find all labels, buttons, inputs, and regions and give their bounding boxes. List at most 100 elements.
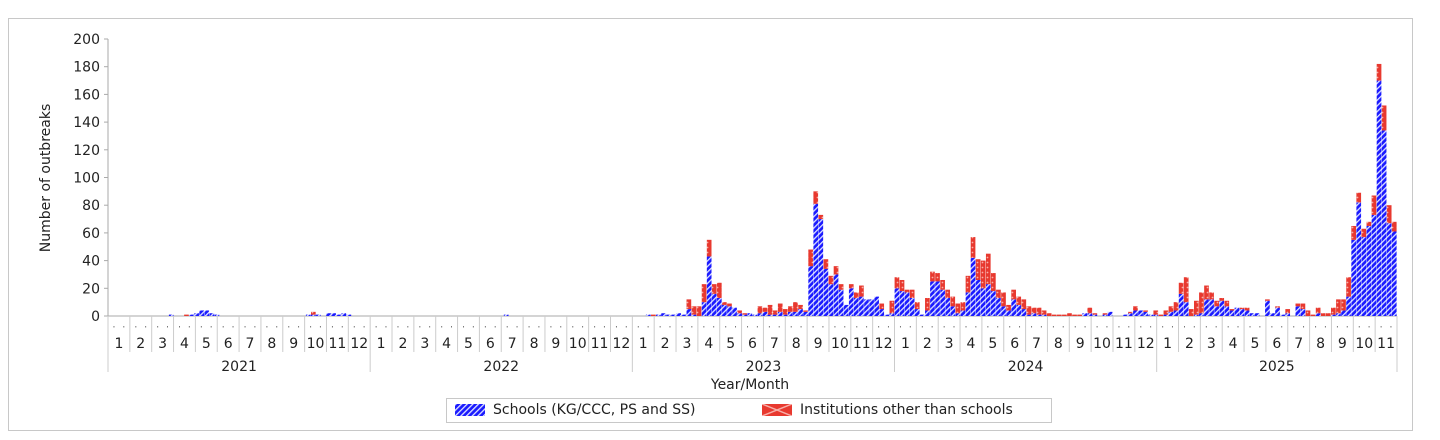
week-tick: [1227, 326, 1229, 328]
bar-others: [853, 292, 859, 298]
y-tick-label: 100: [73, 171, 100, 187]
bar-schools: [1148, 314, 1154, 316]
y-axis-title: Number of outbreaks: [38, 104, 54, 253]
bar-schools: [930, 281, 935, 316]
week-tick: [1271, 326, 1273, 328]
month-label: 6: [1010, 336, 1019, 352]
bar-others: [691, 306, 697, 315]
month-label: 12: [875, 336, 893, 352]
month-label: 9: [1338, 336, 1347, 352]
week-tick: [921, 326, 923, 328]
bar-schools: [1036, 314, 1042, 316]
week-tick: [594, 326, 596, 328]
bar-others: [1285, 309, 1291, 314]
week-tick: [647, 326, 649, 328]
bar-others: [716, 282, 722, 298]
bar-schools: [1346, 296, 1351, 316]
week-tick: [113, 326, 115, 328]
bar-others: [706, 239, 712, 257]
month-label: 2: [661, 336, 670, 352]
week-tick: [353, 326, 355, 328]
bar-schools: [199, 310, 205, 316]
week-tick: [1303, 326, 1305, 328]
bar-schools: [1331, 314, 1336, 316]
bar-schools: [1122, 314, 1128, 316]
bar-others: [767, 304, 773, 315]
week-tick: [1324, 326, 1326, 328]
bar-others: [742, 313, 748, 315]
bar-others: [945, 289, 951, 298]
legend-item-schools: Schools (KG/CCC, PS and SS): [455, 402, 695, 418]
bar-schools: [727, 306, 732, 316]
bar-schools: [1280, 314, 1285, 316]
bar-schools: [503, 314, 509, 316]
bar-others: [914, 302, 920, 310]
week-tick: [1171, 326, 1173, 328]
week-tick: [538, 326, 540, 328]
week-tick: [157, 326, 159, 328]
week-tick: [407, 326, 409, 328]
bar-schools: [823, 268, 829, 316]
week-tick: [494, 326, 496, 328]
month-label: 11: [1377, 336, 1395, 352]
week-tick: [703, 326, 705, 328]
bar-schools: [1128, 313, 1133, 316]
month-label: 3: [945, 336, 954, 352]
week-tick: [756, 326, 758, 328]
bar-others: [980, 260, 986, 289]
bar-others: [777, 303, 783, 312]
bar-schools: [752, 314, 758, 316]
bar-schools: [1336, 313, 1341, 316]
month-label: 10: [307, 336, 325, 352]
bar-others: [1092, 313, 1098, 315]
bar-schools: [909, 297, 915, 316]
bar-schools: [732, 307, 737, 316]
week-tick: [1040, 326, 1042, 328]
legend-label-schools: Schools (KG/CCC, PS and SS): [493, 402, 696, 418]
bar-others: [1356, 192, 1362, 203]
month-label: 4: [180, 336, 189, 352]
bar-schools: [1386, 223, 1392, 316]
month-label: 8: [530, 336, 539, 352]
month-label: 1: [901, 336, 910, 352]
legend-label-others: Institutions other than schools: [800, 402, 1013, 418]
bar-schools: [1214, 306, 1219, 316]
bar-others: [727, 303, 732, 307]
bar-schools: [788, 311, 793, 316]
week-tick: [747, 326, 749, 328]
bar-schools: [1315, 313, 1321, 316]
bar-schools: [848, 288, 854, 316]
bar-others: [909, 289, 915, 298]
week-tick: [1358, 326, 1360, 328]
week-tick: [441, 326, 443, 328]
bar-others: [1062, 314, 1067, 316]
bar-schools: [843, 304, 849, 316]
bar-schools: [686, 309, 692, 316]
week-tick: [1128, 326, 1130, 328]
bar-schools: [1026, 314, 1032, 316]
bar-others: [1351, 225, 1357, 240]
bar-schools: [666, 314, 671, 316]
y-tick-label: 0: [91, 309, 100, 325]
bar-schools: [772, 314, 778, 316]
bar-others: [1133, 306, 1138, 311]
week-tick: [899, 326, 901, 328]
month-label: 4: [704, 336, 713, 352]
bar-schools: [209, 313, 215, 316]
month-label: 2: [923, 336, 932, 352]
bar-others: [1077, 314, 1082, 316]
bar-schools: [894, 288, 900, 316]
month-label: 12: [1137, 336, 1155, 352]
week-tick: [953, 326, 955, 328]
week-tick: [385, 326, 387, 328]
bar-schools: [899, 291, 905, 316]
week-tick: [310, 326, 312, 328]
bar-others: [1315, 307, 1321, 314]
bar-schools: [950, 306, 956, 316]
bar-others: [1128, 311, 1133, 314]
week-tick: [1249, 326, 1251, 328]
bar-others: [1381, 105, 1387, 131]
week-tick: [429, 326, 431, 328]
bar-schools: [1376, 80, 1382, 316]
bar-others: [823, 259, 829, 269]
